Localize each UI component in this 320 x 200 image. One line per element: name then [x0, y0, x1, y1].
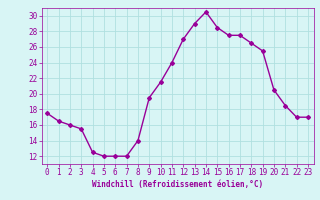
X-axis label: Windchill (Refroidissement éolien,°C): Windchill (Refroidissement éolien,°C)	[92, 180, 263, 189]
